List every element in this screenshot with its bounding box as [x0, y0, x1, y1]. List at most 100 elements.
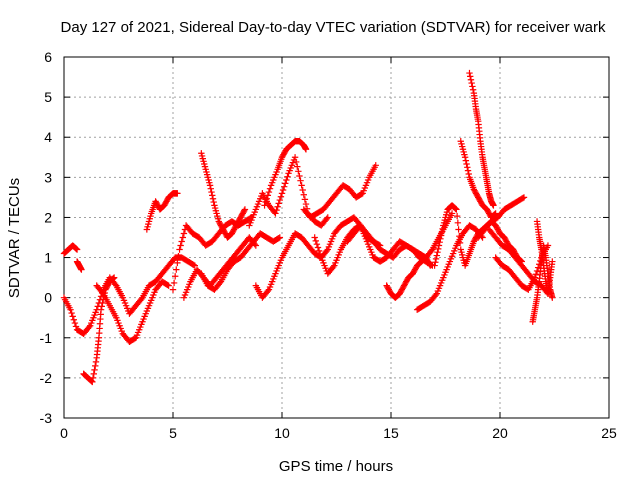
data-point — [467, 73, 474, 80]
data-point — [300, 191, 307, 198]
data-point — [110, 275, 117, 282]
data-point — [492, 210, 499, 217]
data-point — [284, 173, 291, 180]
data-point — [463, 160, 470, 168]
axis-ticks: 0 5 10 15 20 25 -3 -2 -1 0 1 2 3 4 5 6 — [40, 49, 617, 441]
y-tick-label: 5 — [44, 89, 52, 105]
data-point — [330, 263, 337, 271]
data-point — [283, 176, 290, 184]
data-point — [241, 206, 249, 213]
data-point — [73, 245, 80, 253]
data-point — [176, 246, 183, 253]
data-point — [462, 157, 470, 164]
data-point — [520, 194, 528, 201]
data-point — [180, 230, 188, 237]
series-s22 — [475, 194, 528, 241]
data-point — [468, 79, 475, 87]
data-point — [90, 370, 97, 378]
data-point — [291, 154, 299, 161]
data-point — [276, 196, 284, 204]
data-point — [164, 281, 171, 289]
data-point — [301, 196, 309, 203]
data-point — [191, 262, 198, 269]
data-point — [72, 244, 79, 252]
data-point — [432, 291, 439, 299]
data-point — [85, 323, 93, 331]
data-point — [431, 262, 438, 269]
data-point — [110, 274, 118, 281]
data-point — [265, 188, 273, 196]
data-point — [433, 252, 440, 259]
data-point — [532, 271, 540, 278]
series-s6 — [143, 190, 181, 233]
series-s9 — [198, 150, 249, 241]
data-point — [298, 182, 305, 189]
data-point — [451, 204, 459, 212]
data-point — [174, 259, 181, 267]
data-point — [175, 253, 182, 260]
series-s26 — [533, 218, 556, 297]
data-point — [316, 251, 324, 258]
data-point — [67, 306, 74, 313]
data-point — [323, 215, 330, 222]
x-tick-label: 25 — [601, 425, 617, 441]
data-point — [426, 261, 433, 268]
data-point — [466, 69, 473, 77]
data-point — [435, 245, 442, 253]
data-point — [208, 188, 215, 196]
data-point — [92, 358, 100, 366]
data-point — [432, 255, 440, 263]
data-point — [88, 378, 95, 385]
data-marks — [60, 69, 556, 386]
data-point — [262, 198, 269, 206]
data-point — [282, 180, 289, 187]
data-point — [437, 232, 445, 239]
series-s18 — [413, 222, 486, 313]
data-point — [98, 303, 105, 310]
data-point — [469, 83, 476, 90]
data-point — [68, 309, 75, 317]
data-point — [549, 258, 556, 265]
data-point — [434, 249, 441, 256]
data-point — [263, 195, 270, 202]
x-axis-label: GPS time / hours — [279, 458, 393, 475]
data-point — [469, 86, 477, 93]
data-point — [467, 76, 475, 83]
data-point — [295, 168, 302, 175]
y-tick-label: 3 — [44, 169, 52, 185]
data-point — [207, 185, 214, 192]
data-point — [313, 240, 321, 248]
data-point — [315, 247, 323, 255]
series-s23 — [485, 226, 552, 297]
data-point — [428, 247, 435, 255]
data-point — [171, 273, 179, 280]
series-s17 — [383, 254, 434, 301]
data-point — [73, 246, 81, 253]
y-tick-label: -2 — [40, 370, 53, 386]
data-point — [302, 146, 310, 153]
y-tick-label: 4 — [44, 129, 52, 145]
data-point — [372, 162, 379, 169]
series-s2 — [60, 242, 81, 257]
data-point — [99, 299, 106, 307]
x-tick-label: 15 — [383, 425, 399, 441]
data-point — [299, 186, 306, 194]
series-s19 — [431, 202, 525, 269]
data-point — [69, 313, 76, 320]
data-point — [435, 242, 443, 249]
data-point — [278, 190, 286, 197]
data-point — [71, 319, 79, 327]
data-point — [266, 185, 274, 192]
y-axis-label: SDTVAR / TECUs — [6, 178, 23, 298]
data-point — [456, 239, 464, 247]
data-point — [314, 244, 322, 251]
data-point — [165, 282, 172, 289]
data-point — [491, 210, 499, 218]
data-point — [432, 259, 439, 266]
data-point — [206, 182, 214, 189]
data-point — [461, 154, 469, 161]
data-point — [280, 183, 288, 190]
data-point — [323, 247, 330, 255]
data-point — [297, 177, 304, 184]
